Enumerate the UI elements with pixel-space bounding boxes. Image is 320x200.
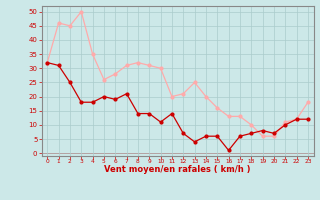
X-axis label: Vent moyen/en rafales ( km/h ): Vent moyen/en rafales ( km/h ) bbox=[104, 165, 251, 174]
